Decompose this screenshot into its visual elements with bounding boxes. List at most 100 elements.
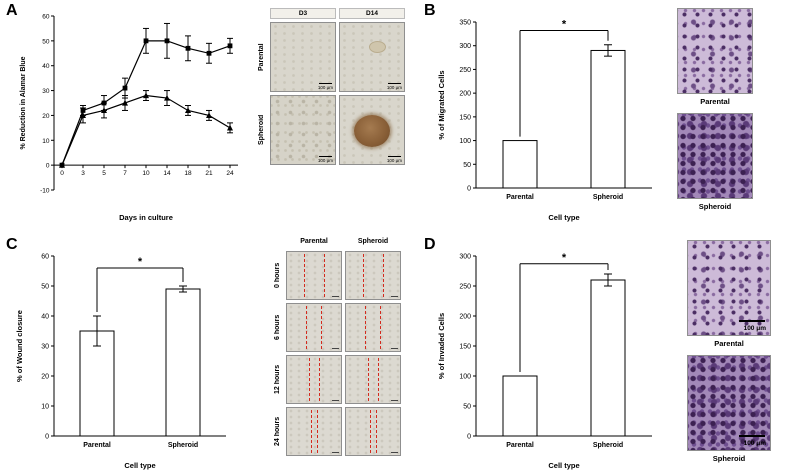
panel-a-line-chart: -10 0 10 20 30 40 50 60 0 3 5 7 10 14 18 21 24 Days in cu… (20, 14, 238, 222)
micrograph-invasion-parental: 100 μm (687, 240, 771, 336)
grid-spacer (256, 8, 267, 19)
scale-bar (391, 296, 398, 297)
svg-text:10: 10 (42, 138, 50, 145)
micrograph-spheroid-d14: 100 μm (339, 95, 405, 165)
wound-row-24h: 24 hours (274, 416, 281, 447)
scale-bar (391, 452, 398, 453)
micrograph-label-parental: Parental (714, 339, 744, 348)
wound-image-spheroid-12h (345, 355, 401, 404)
svg-text:100: 100 (459, 374, 471, 381)
svg-text:Parental: Parental (83, 442, 111, 449)
wound-edge-line (306, 306, 308, 349)
svg-text:Spheroid: Spheroid (593, 442, 623, 449)
svg-text:50: 50 (463, 162, 471, 169)
svg-text:50: 50 (463, 404, 471, 411)
scale-bar (332, 400, 339, 401)
wound-row-12h: 12 hours (274, 364, 281, 395)
svg-text:60: 60 (42, 14, 50, 21)
svg-text:40: 40 (41, 314, 49, 321)
wound-image-parental-6h (286, 303, 342, 352)
wound-edge-line (304, 254, 306, 297)
svg-text:Cell type: Cell type (548, 461, 579, 470)
wound-image-parental-12h (286, 355, 342, 404)
spheroid-blob (354, 115, 390, 148)
wound-image-spheroid-6h (345, 303, 401, 352)
panel-a-micrographs: D3 D14 Parental 100 μm 100 μm Spheroid 1… (256, 8, 405, 165)
wound-image-parental-24h (286, 407, 342, 456)
svg-text:% Reduction in Alamar Blue: % Reduction in Alamar Blue (20, 56, 27, 149)
svg-text:*: * (562, 19, 567, 31)
svg-text:0: 0 (467, 434, 471, 441)
wound-col-spheroid: Spheroid (357, 238, 389, 245)
svg-text:150: 150 (459, 114, 471, 121)
scale-bar (332, 452, 339, 453)
svg-text:14: 14 (163, 170, 171, 177)
row-label-spheroid: Spheroid (258, 114, 265, 146)
svg-text:Spheroid: Spheroid (593, 194, 623, 201)
svg-text:21: 21 (205, 170, 213, 177)
wound-edge-line (367, 358, 369, 401)
svg-text:% of Invaded Cells: % of Invaded Cells (437, 313, 446, 379)
scale-bar (319, 156, 332, 157)
svg-text:0: 0 (467, 186, 471, 193)
panel-d-label: D (424, 236, 436, 253)
wound-row-6h: 6 hours (274, 314, 281, 341)
panel-c-micrographs: Parental Spheroid 0 hours 6 hours 12 hou… (272, 238, 401, 456)
svg-text:% of Migrated Cells: % of Migrated Cells (437, 70, 446, 139)
svg-text:60: 60 (41, 254, 49, 261)
wound-edge-line (311, 410, 313, 453)
panel-d-micrographs: 100 μm Parental 100 μm Spheroid (686, 240, 772, 470)
cell-clump (369, 40, 387, 53)
wound-edge-line (363, 254, 365, 297)
col-header-d3: D3 (270, 8, 336, 19)
svg-text:Cell type: Cell type (548, 213, 579, 222)
panel-b-bar-chart: 0 50 100 150 200 250 300 350 Parental Spheroid Cel… (437, 19, 652, 222)
svg-text:Parental: Parental (506, 442, 534, 449)
scale-bar (391, 348, 398, 349)
svg-text:50: 50 (41, 284, 49, 291)
svg-text:200: 200 (459, 91, 471, 98)
wound-edge-line (318, 358, 320, 401)
wound-edge-line (380, 306, 382, 349)
svg-text:0: 0 (60, 170, 64, 177)
svg-text:0: 0 (46, 163, 50, 170)
svg-text:Spheroid: Spheroid (168, 442, 198, 449)
svg-text:10: 10 (142, 170, 150, 177)
svg-text:*: * (562, 252, 567, 264)
svg-text:30: 30 (42, 88, 50, 95)
panel-d-bar-chart: 0 50 100 150 200 250 300 Parental Spheroid Cell t… (437, 252, 652, 470)
svg-text:*: * (138, 256, 143, 268)
scale-label: 100 μm (743, 325, 766, 332)
wound-image-spheroid-24h (345, 407, 401, 456)
wound-edge-line (365, 306, 367, 349)
scale-bar (391, 400, 398, 401)
panel-a-label: A (6, 2, 18, 19)
scale-label: 100 μm (386, 85, 402, 90)
wound-edge-line (308, 358, 310, 401)
svg-text:-10: -10 (40, 188, 50, 195)
scale-label: 100 μm (386, 158, 402, 163)
micrograph-parental-d3: 100 μm (270, 22, 336, 92)
svg-text:5: 5 (102, 170, 106, 177)
wound-row-0h: 0 hours (274, 262, 281, 289)
svg-text:150: 150 (459, 344, 471, 351)
scale-bar (739, 320, 765, 322)
wound-edge-line (370, 410, 372, 453)
micrograph-label-parental: Parental (700, 97, 730, 106)
col-header-d14: D14 (339, 8, 405, 19)
wound-image-spheroid-0h (345, 251, 401, 300)
wound-image-parental-0h (286, 251, 342, 300)
svg-text:0: 0 (45, 434, 49, 441)
scale-bar (388, 156, 401, 157)
panel-b-micrographs: Parental Spheroid (676, 8, 754, 218)
svg-text:250: 250 (459, 67, 471, 74)
row-label-parental: Parental (258, 43, 265, 71)
svg-text:200: 200 (459, 314, 471, 321)
svg-text:Days in culture: Days in culture (119, 213, 173, 222)
wound-edge-line (321, 306, 323, 349)
grid-spacer (272, 238, 283, 248)
scale-bar (332, 348, 339, 349)
micrograph-invasion-spheroid: 100 μm (687, 355, 771, 451)
svg-text:50: 50 (42, 38, 50, 45)
